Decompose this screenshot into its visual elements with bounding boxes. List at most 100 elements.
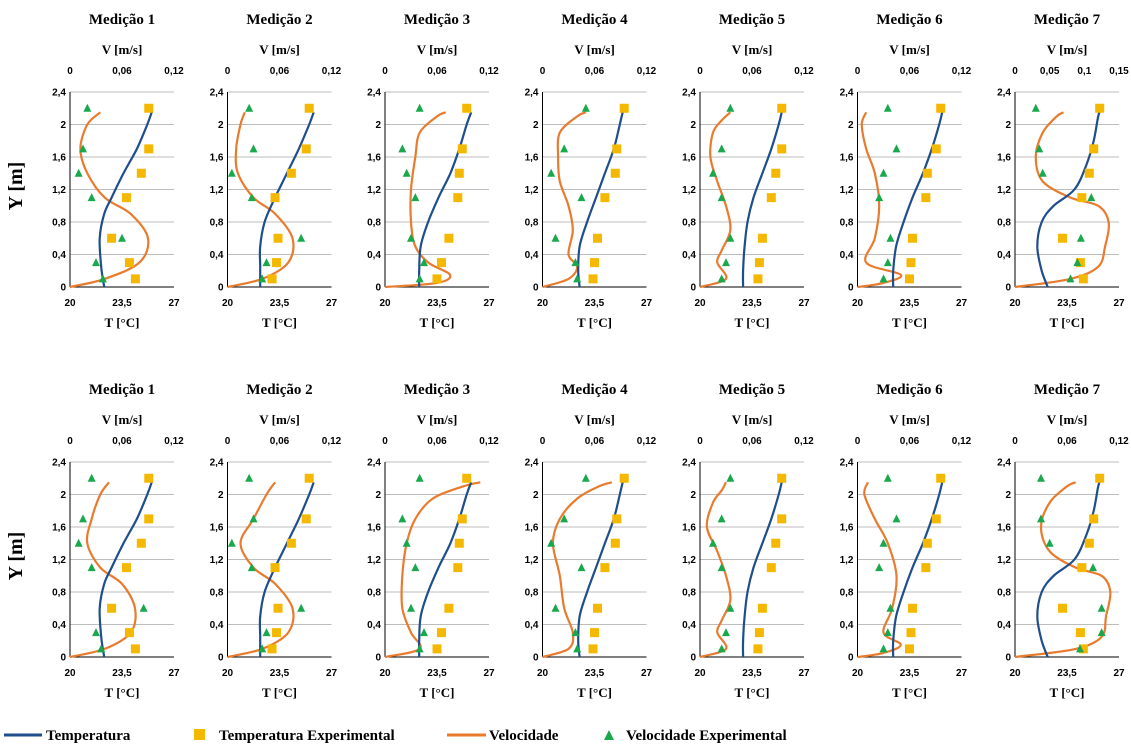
y-tick-label: 1,6 <box>367 153 381 164</box>
y-tick-label: 0,8 <box>840 588 854 599</box>
velocity-tick-label: 0 <box>855 436 861 447</box>
y-tick-label: 0,4 <box>997 620 1011 631</box>
temperature-exp-point <box>305 104 314 113</box>
temperature-exp-point <box>1077 193 1086 202</box>
temperature-exp-point <box>274 604 283 613</box>
y-tick-label: 1,2 <box>210 555 224 566</box>
temperature-axis-label: T [°C] <box>420 315 455 330</box>
temperature-exp-point <box>437 258 446 267</box>
y-tick-label: 1,6 <box>997 523 1011 534</box>
velocity-tick-label: 0,06 <box>742 436 762 447</box>
velocity-tick-label: 0,12 <box>794 66 814 77</box>
velocity-exp-point <box>1037 474 1045 482</box>
temperature-exp-point <box>767 193 776 202</box>
velocity-exp-point <box>398 144 406 152</box>
y-tick-label: 2 <box>848 120 854 131</box>
velocity-axis-label: V [m/s] <box>1047 42 1088 57</box>
temperature-tick-label: 20 <box>64 668 76 679</box>
temperature-exp-point <box>923 539 932 548</box>
temperature-tick-label: 20 <box>379 298 391 309</box>
velocity-exp-point <box>1098 604 1106 612</box>
y-axis-label-bottom: Y [m] <box>5 532 27 581</box>
y-tick-label: 1,6 <box>997 153 1011 164</box>
temperature-exp-point <box>274 234 283 243</box>
y-tick-label: 2,4 <box>52 88 66 99</box>
velocity-exp-point <box>75 169 83 177</box>
panel-title: Medição 5 <box>719 12 785 28</box>
temperature-exp-point <box>1085 169 1094 178</box>
y-tick-label: 2 <box>60 120 66 131</box>
velocity-axis-label: V [m/s] <box>102 412 143 427</box>
y-tick-label: 2,4 <box>210 88 224 99</box>
panel-title: Medição 4 <box>561 382 628 398</box>
velocity-axis-label: V [m/s] <box>102 42 143 57</box>
velocity-exp-point <box>582 474 590 482</box>
temperature-exp-point <box>137 169 146 178</box>
y-tick-label: 0,8 <box>682 218 696 229</box>
velocity-tick-label: 0 <box>225 66 231 77</box>
temperature-exp-point <box>268 274 277 283</box>
velocity-exp-point <box>726 474 734 482</box>
velocity-exp-point <box>718 144 726 152</box>
y-tick-label: 2,4 <box>682 88 696 99</box>
temperature-exp-point <box>620 104 629 113</box>
velocity-tick-label: 0,12 <box>637 436 657 447</box>
temperature-tick-label: 27 <box>798 298 810 309</box>
chart-panel: Medição 4V [m/s]0 0,06 0,1200,40,81,21,622… <box>525 12 657 330</box>
velocity-exp-point <box>884 474 892 482</box>
y-tick-label: 0 <box>848 283 854 294</box>
y-tick-label: 2,4 <box>682 458 696 469</box>
temperature-exp-point <box>923 169 932 178</box>
velocity-tick-label: 0 <box>382 436 388 447</box>
legend-temp-exp-marker <box>194 729 205 740</box>
temperature-exp-point <box>1076 628 1085 637</box>
temperature-axis-label: T [°C] <box>892 315 927 330</box>
velocity-exp-point <box>88 474 96 482</box>
temperature-exp-point <box>268 644 277 653</box>
temperature-tick-label: 20 <box>537 298 549 309</box>
temperature-exp-point <box>272 258 281 267</box>
velocity-exp-point <box>403 169 411 177</box>
velocity-exp-point <box>880 644 888 652</box>
y-tick-label: 0,8 <box>367 588 381 599</box>
temperature-exp-point <box>1095 104 1104 113</box>
temperature-exp-point <box>932 144 941 153</box>
velocity-axis-label: V [m/s] <box>259 412 300 427</box>
temperature-axis-label: T [°C] <box>420 685 455 700</box>
temperature-exp-point <box>755 258 764 267</box>
y-tick-label: 0,4 <box>210 250 224 261</box>
temperature-exp-point <box>936 474 945 483</box>
y-tick-label: 1,2 <box>840 185 854 196</box>
y-tick-label: 0,4 <box>210 620 224 631</box>
y-tick-label: 1,6 <box>52 523 66 534</box>
velocity-exp-point <box>582 104 590 112</box>
y-tick-label: 0,4 <box>840 620 854 631</box>
velocity-tick-label: 0,06 <box>585 436 605 447</box>
temperature-exp-point <box>302 144 311 153</box>
panel-title: Medição 6 <box>876 382 943 398</box>
temperature-tick-label: 23,5 <box>900 668 920 679</box>
velocity-axis-label: V [m/s] <box>574 42 615 57</box>
chart-panel: Medição 7V [m/s]0 0,06 0,1200,40,81,21,622… <box>997 382 1129 700</box>
y-tick-label: 2 <box>690 490 696 501</box>
temperature-tick-label: 27 <box>956 298 968 309</box>
velocity-exp-point <box>228 169 236 177</box>
temperature-tick-label: 20 <box>537 668 549 679</box>
temperature-tick-label: 27 <box>326 298 338 309</box>
y-tick-label: 1,6 <box>367 523 381 534</box>
velocity-axis-label: V [m/s] <box>417 412 458 427</box>
velocity-exp-point <box>398 514 406 522</box>
velocity-tick-label: 0,06 <box>900 436 920 447</box>
velocity-exp-point <box>893 144 901 152</box>
temperature-exp-point <box>771 169 780 178</box>
temperature-exp-point <box>433 274 442 283</box>
temperature-exp-point <box>590 628 599 637</box>
velocity-exp-point <box>297 604 305 612</box>
velocity-exp-point <box>263 258 271 266</box>
temperature-tick-label: 27 <box>1113 668 1125 679</box>
y-tick-label: 1,6 <box>682 153 696 164</box>
temperature-tick-label: 20 <box>64 298 76 309</box>
temperature-exp-point <box>271 193 280 202</box>
temperature-exp-point <box>758 604 767 613</box>
y-tick-label: 1,6 <box>52 153 66 164</box>
